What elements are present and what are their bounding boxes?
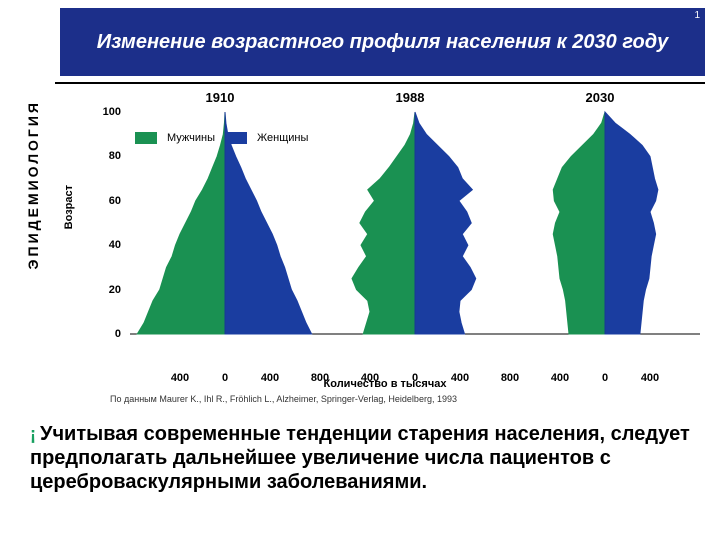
population-pyramid xyxy=(510,112,700,342)
y-tick: 0 xyxy=(93,328,121,340)
panel-year: 1910 xyxy=(130,90,310,105)
y-tick: 100 xyxy=(93,106,121,118)
caption-text: Учитывая современные тенденции старения … xyxy=(30,423,690,493)
header-band: Изменение возрастного профиля населения … xyxy=(60,8,705,76)
slide: { "layout": { "header_bg": "#1c2f8a", "m… xyxy=(0,0,720,540)
y-tick: 60 xyxy=(93,195,121,207)
y-tick: 80 xyxy=(93,150,121,162)
side-label: ЭПИДЕМИОЛОГИЯ xyxy=(25,100,41,269)
y-tick: 40 xyxy=(93,239,121,251)
divider xyxy=(55,82,705,84)
header-title: Изменение возрастного профиля населения … xyxy=(97,30,669,55)
source-citation: По данным Maurer K., Ihl R., Fröhlich L.… xyxy=(110,394,457,404)
bullet-icon: ¡ xyxy=(30,424,36,444)
y-tick: 20 xyxy=(93,284,121,296)
population-pyramid xyxy=(320,112,510,342)
x-axis-label: Количество в тысячах xyxy=(75,378,695,390)
slide-number: 1 xyxy=(694,10,700,21)
caption: ¡Учитывая современные тенденции старения… xyxy=(30,422,700,494)
population-pyramid xyxy=(130,112,320,342)
panel-year: 2030 xyxy=(510,90,690,105)
panel-year: 1988 xyxy=(320,90,500,105)
chart-area: Возраст 020406080100 Мужчины Женщины 191… xyxy=(75,90,695,380)
y-axis-label: Возраст xyxy=(63,185,75,229)
